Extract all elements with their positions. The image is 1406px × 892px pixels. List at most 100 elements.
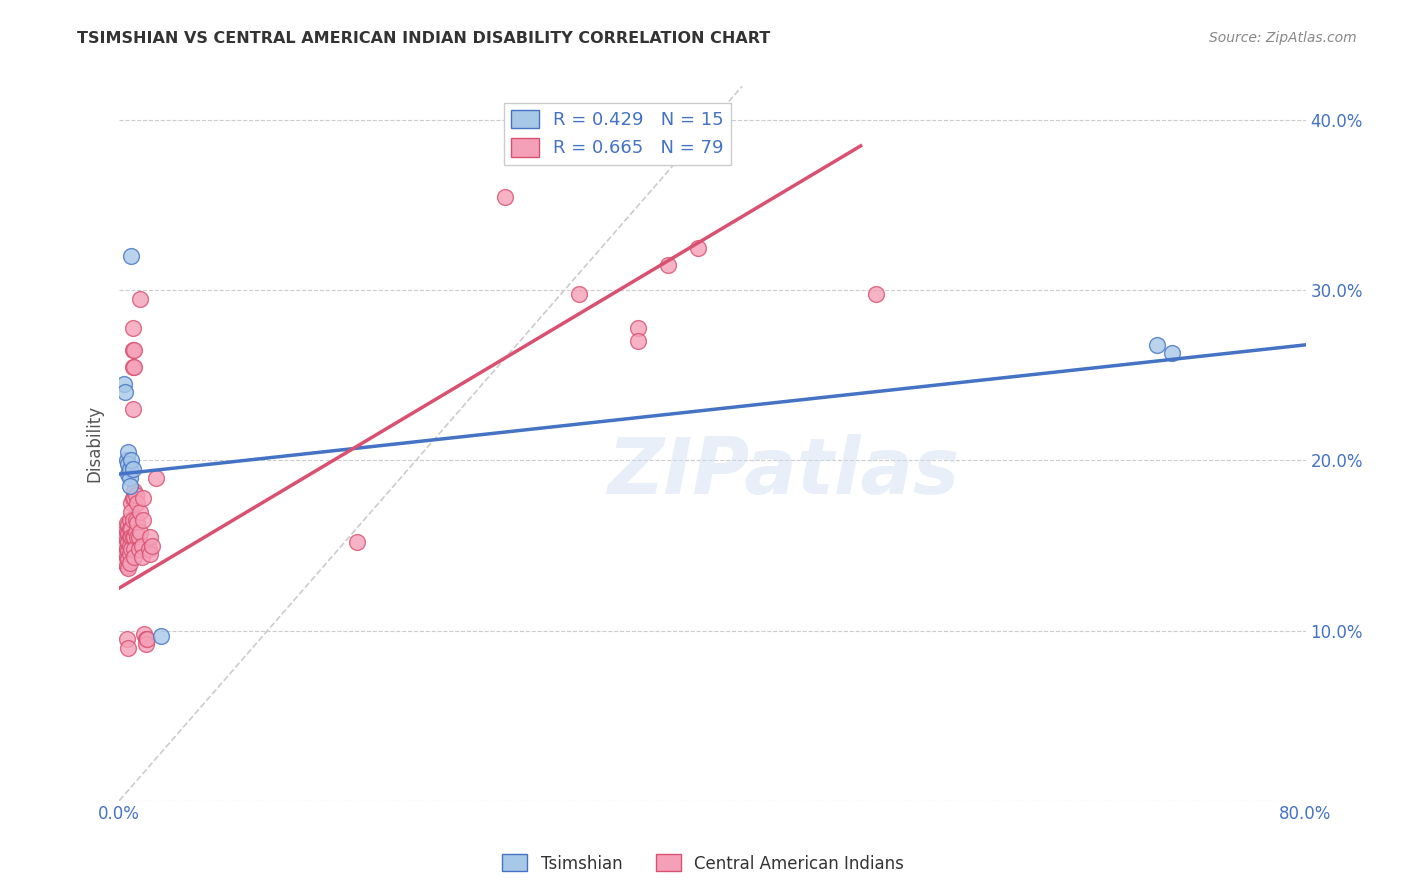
Point xyxy=(125,530,148,544)
Point xyxy=(627,321,650,335)
Point xyxy=(129,504,152,518)
Point xyxy=(129,524,152,539)
Point xyxy=(122,484,145,499)
Point xyxy=(117,640,139,655)
Point xyxy=(117,560,139,574)
Point xyxy=(120,541,142,556)
Point xyxy=(118,539,141,553)
Point xyxy=(128,541,150,556)
Point xyxy=(134,627,156,641)
Point xyxy=(114,556,136,570)
Text: Source: ZipAtlas.com: Source: ZipAtlas.com xyxy=(1209,31,1357,45)
Point xyxy=(129,292,152,306)
Point xyxy=(865,286,887,301)
Legend: Tsimshian, Central American Indians: Tsimshian, Central American Indians xyxy=(495,847,911,880)
Legend: R = 0.429   N = 15, R = 0.665   N = 79: R = 0.429 N = 15, R = 0.665 N = 79 xyxy=(505,103,731,165)
Point xyxy=(115,541,138,556)
Point xyxy=(112,376,135,391)
Point xyxy=(114,547,136,561)
Point xyxy=(120,249,142,263)
Point xyxy=(568,286,591,301)
Point xyxy=(115,558,138,573)
Point xyxy=(115,453,138,467)
Point xyxy=(120,530,142,544)
Point xyxy=(627,334,650,349)
Point xyxy=(115,550,138,565)
Point xyxy=(125,516,148,531)
Point xyxy=(121,530,143,544)
Point xyxy=(114,385,136,400)
Text: TSIMSHIAN VS CENTRAL AMERICAN INDIAN DISABILITY CORRELATION CHART: TSIMSHIAN VS CENTRAL AMERICAN INDIAN DIS… xyxy=(77,31,770,46)
Point xyxy=(124,524,146,539)
Point xyxy=(346,535,368,549)
Point xyxy=(114,524,136,539)
Point xyxy=(1146,338,1168,352)
Point xyxy=(118,470,141,484)
Point xyxy=(121,402,143,417)
Point xyxy=(115,632,138,646)
Point xyxy=(120,496,142,510)
Point xyxy=(122,550,145,565)
Point xyxy=(121,491,143,505)
Point xyxy=(112,535,135,549)
Point xyxy=(122,359,145,374)
Point xyxy=(121,513,143,527)
Point xyxy=(131,539,153,553)
Point xyxy=(1161,346,1184,360)
Point xyxy=(136,632,159,646)
Point xyxy=(118,522,141,536)
Point xyxy=(118,479,141,493)
Point xyxy=(114,530,136,544)
Point xyxy=(117,543,139,558)
Point xyxy=(120,522,142,536)
Text: ZIPatlas: ZIPatlas xyxy=(607,434,960,510)
Point xyxy=(132,513,155,527)
Point xyxy=(122,491,145,505)
Point xyxy=(115,533,138,548)
Point xyxy=(122,530,145,544)
Point xyxy=(117,467,139,482)
Point xyxy=(111,530,134,544)
Point xyxy=(135,637,157,651)
Point xyxy=(132,491,155,505)
Point xyxy=(138,541,160,556)
Point xyxy=(114,539,136,553)
Point xyxy=(141,539,163,553)
Point xyxy=(118,556,141,570)
Point xyxy=(122,541,145,556)
Point xyxy=(121,321,143,335)
Point xyxy=(139,530,162,544)
Point xyxy=(112,541,135,556)
Point xyxy=(117,552,139,566)
Point xyxy=(117,535,139,549)
Point xyxy=(118,530,141,544)
Point xyxy=(117,445,139,459)
Point xyxy=(117,518,139,533)
Point xyxy=(686,241,709,255)
Y-axis label: Disability: Disability xyxy=(86,405,103,482)
Point xyxy=(124,513,146,527)
Point xyxy=(117,457,139,471)
Point xyxy=(117,526,139,541)
Point xyxy=(657,258,679,272)
Point xyxy=(501,139,523,153)
Point xyxy=(115,524,138,539)
Point xyxy=(120,453,142,467)
Point xyxy=(124,487,146,501)
Point xyxy=(122,343,145,357)
Point xyxy=(145,470,167,484)
Point xyxy=(128,530,150,544)
Point xyxy=(131,550,153,565)
Point xyxy=(135,632,157,646)
Point xyxy=(120,504,142,518)
Point xyxy=(494,190,516,204)
Point xyxy=(121,462,143,476)
Point xyxy=(118,547,141,561)
Point xyxy=(115,516,138,531)
Point xyxy=(139,547,162,561)
Point xyxy=(149,629,172,643)
Point xyxy=(118,462,141,476)
Point xyxy=(121,343,143,357)
Point xyxy=(125,496,148,510)
Point xyxy=(118,513,141,527)
